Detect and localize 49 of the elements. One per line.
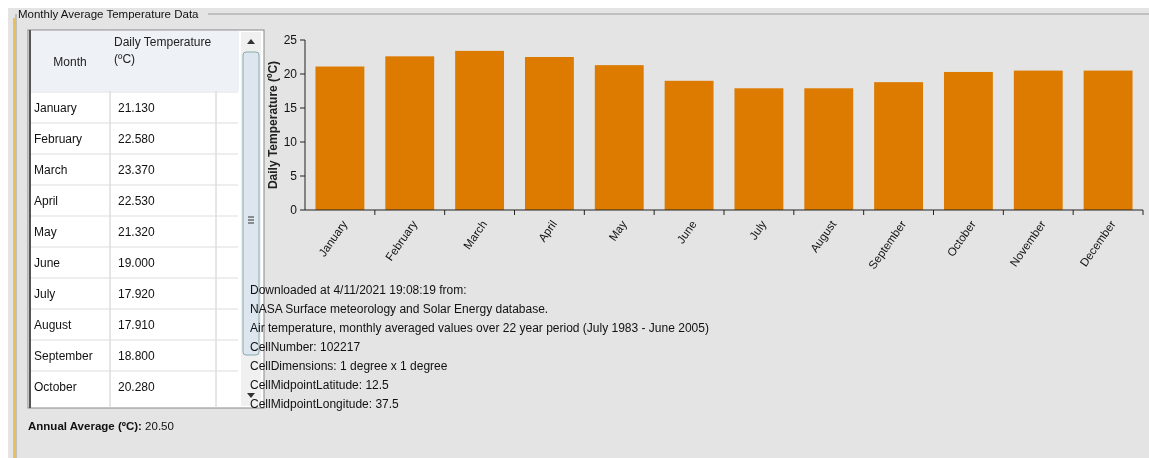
- text: 20.280: [118, 380, 156, 394]
- text: CellNumber: 102217: [250, 340, 361, 354]
- bar: [594, 65, 644, 210]
- text: Daily Temperature (ºC): [114, 34, 213, 68]
- bar: [943, 71, 993, 210]
- y-tick-label: 20: [283, 67, 298, 82]
- y-tick-label: 25: [283, 33, 298, 48]
- text: April: [34, 194, 59, 208]
- text: CellMidpointLongitude: 37.5: [250, 397, 400, 411]
- text: 21.130: [118, 101, 156, 115]
- bar: [664, 80, 714, 210]
- y-tick-label: 5: [290, 169, 298, 184]
- y-axis-title: Daily Temperature (ºC): [266, 60, 280, 190]
- y-tick-label: 0: [290, 203, 298, 218]
- text: March: [34, 163, 68, 177]
- bar: [315, 66, 365, 210]
- text: Downloaded at 4/11/2021 19:08:19 from:: [250, 283, 467, 297]
- text: CellDimensions: 1 degree x 1 degree: [250, 359, 448, 373]
- bar: [734, 88, 784, 210]
- text: January: [34, 101, 77, 115]
- bar: [1013, 70, 1063, 210]
- text: 17.920: [118, 287, 156, 301]
- text: 19.000: [118, 256, 156, 270]
- y-tick-label: 15: [283, 101, 298, 116]
- bar: [874, 82, 924, 210]
- text: 22.580: [118, 132, 156, 146]
- bar: [1083, 70, 1133, 210]
- text: February: [34, 132, 83, 146]
- text: Month: [53, 55, 87, 69]
- text: 23.370: [118, 163, 156, 177]
- bar: [524, 57, 574, 210]
- text: October: [34, 380, 77, 394]
- text: August: [34, 318, 73, 332]
- text: 22.530: [118, 194, 156, 208]
- x-tick-label: July: [746, 218, 769, 242]
- text: 17.910: [118, 318, 156, 332]
- text: 21.320: [118, 225, 156, 239]
- text: 18.800: [118, 349, 156, 363]
- y-tick-label: 10: [283, 135, 298, 150]
- text: September: [34, 349, 93, 363]
- text: July: [34, 287, 56, 301]
- text: NASA Surface meteorology and Solar Energy database.: [250, 302, 549, 316]
- bar: [385, 56, 435, 210]
- text: Annual Average (ºC): 20.50: [28, 420, 174, 432]
- bar: [804, 88, 854, 210]
- text: CellMidpointLatitude: 12.5: [250, 378, 390, 392]
- bar: [455, 50, 505, 210]
- text: Monthly Average Temperature Data: [18, 8, 200, 20]
- text: Air temperature, monthly averaged values over 22 year period (July 1983 - June 2005): [250, 321, 709, 335]
